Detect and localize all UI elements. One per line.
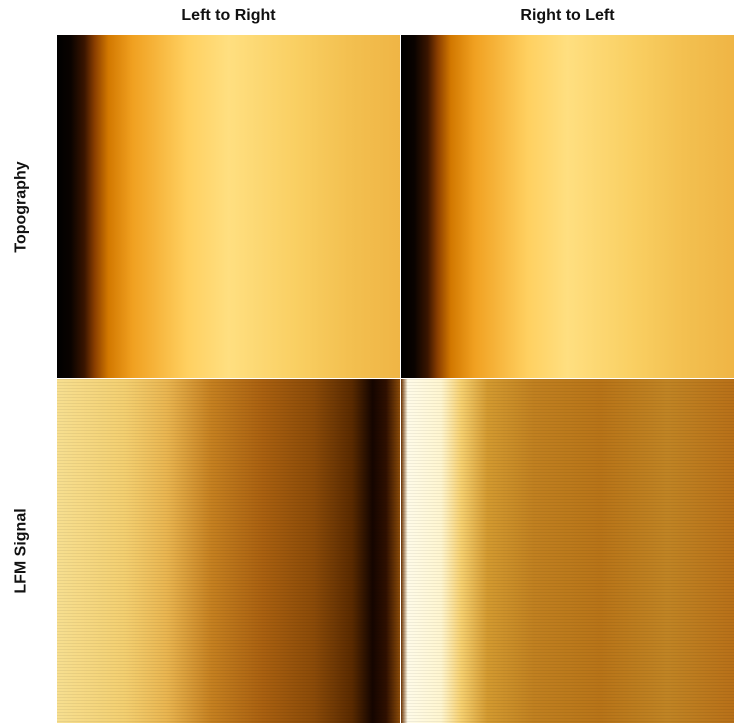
row-label-box: Topography [0,35,44,378]
column-header: Left to Right [57,4,400,28]
row-label: LFM Signal [13,508,31,593]
topography-left-image [57,35,400,378]
lfm-left-image [57,379,400,723]
row-label-box: LFM Signal [0,379,44,723]
column-header: Right to Left [401,4,734,28]
row-label: Topography [13,161,31,252]
lfm-right-image [401,379,734,723]
topography-right-image [401,35,734,378]
figure: Left to Right Right to Left Topography L… [0,0,734,723]
